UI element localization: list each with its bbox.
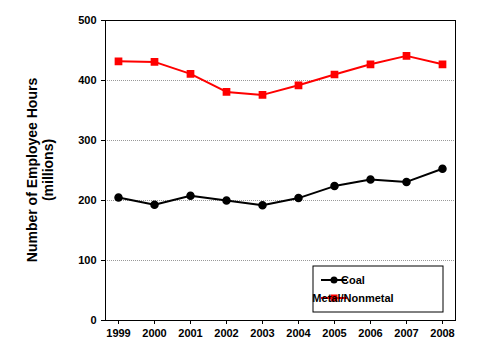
svg-text:2007: 2007 [394, 327, 418, 339]
svg-text:2000: 2000 [142, 327, 166, 339]
svg-text:500: 500 [78, 14, 96, 26]
svg-text:Coal: Coal [341, 274, 365, 286]
svg-text:1999: 1999 [106, 327, 130, 339]
svg-text:100: 100 [78, 254, 96, 266]
svg-text:2008: 2008 [430, 327, 454, 339]
svg-text:2002: 2002 [214, 327, 238, 339]
svg-text:2001: 2001 [178, 327, 202, 339]
svg-text:2005: 2005 [322, 327, 346, 339]
svg-text:300: 300 [78, 134, 96, 146]
svg-text:400: 400 [78, 74, 96, 86]
svg-text:2004: 2004 [286, 327, 311, 339]
svg-text:Metal/Nonmetal: Metal/Nonmetal [312, 292, 393, 304]
svg-text:200: 200 [78, 194, 96, 206]
svg-text:Number of Employee Hours(milli: Number of Employee Hours(millions) [24, 78, 57, 263]
svg-text:0: 0 [90, 314, 96, 326]
svg-text:2003: 2003 [250, 327, 274, 339]
svg-text:2006: 2006 [358, 327, 382, 339]
